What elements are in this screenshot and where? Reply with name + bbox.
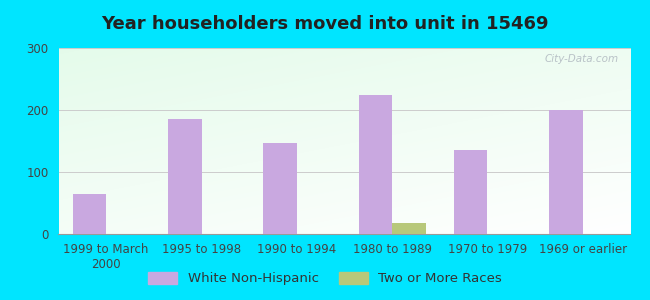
Text: City-Data.com: City-Data.com [545,54,619,64]
Bar [73,194,106,234]
Bar [549,110,583,234]
Legend: White Non-Hispanic, Two or More Races: White Non-Hispanic, Two or More Races [143,266,507,290]
Bar [359,94,392,234]
Bar [454,150,488,234]
Bar [263,143,297,234]
Bar [392,223,426,234]
Bar [168,119,202,234]
Text: Year householders moved into unit in 15469: Year householders moved into unit in 154… [101,15,549,33]
